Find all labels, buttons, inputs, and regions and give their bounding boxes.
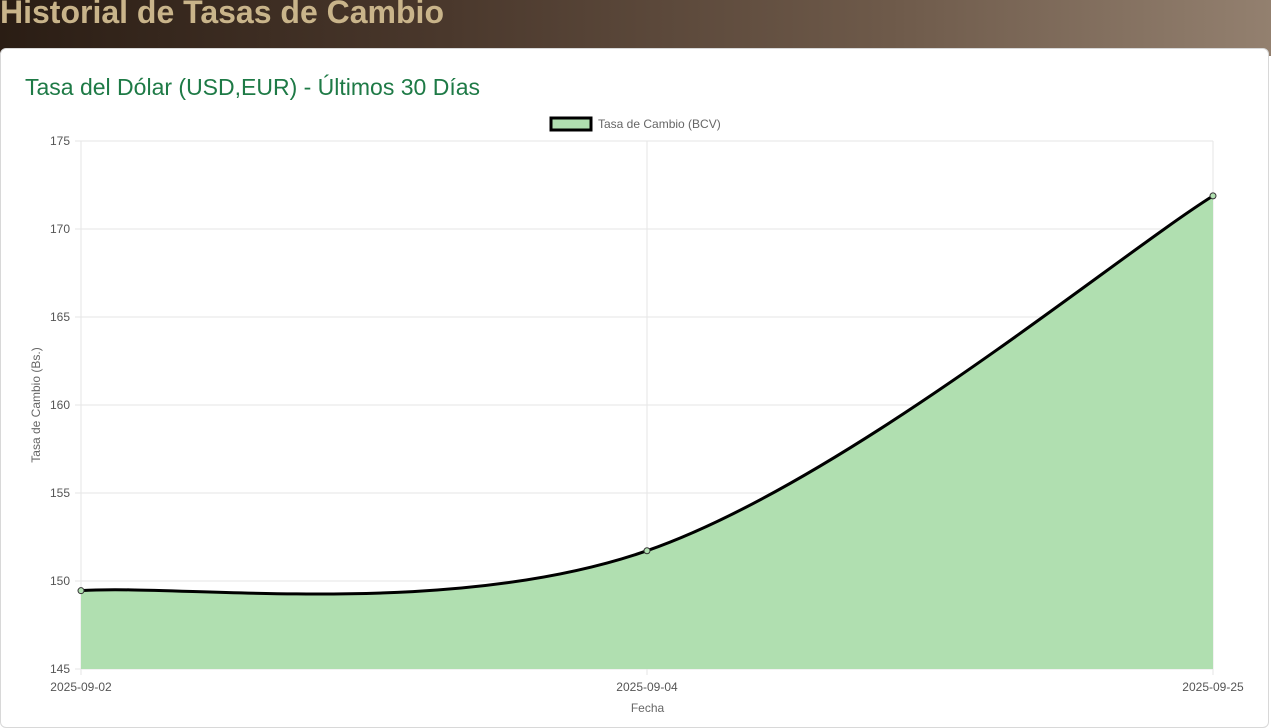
- page-header: Historial de Tasas de Cambio: [0, 0, 1271, 56]
- x-tick-label: 2025-09-02: [50, 680, 112, 694]
- y-tick-label: 160: [50, 398, 70, 412]
- y-tick-label: 150: [50, 574, 70, 588]
- x-tick-label: 2025-09-25: [1182, 680, 1244, 694]
- data-point[interactable]: [643, 547, 651, 555]
- chart-area-layer: [77, 192, 1217, 670]
- chart-ticks: 145 150 155 160 165 170 175 2025-09-02 2025-09-0…: [50, 134, 1244, 694]
- y-axis-title: Tasa de Cambio (Bs.): [29, 347, 43, 462]
- chart-legend[interactable]: Tasa de Cambio (BCV): [549, 116, 721, 132]
- series-area-fill: [81, 195, 1213, 670]
- y-tick-label: 145: [50, 662, 70, 676]
- data-point[interactable]: [1209, 192, 1217, 200]
- data-point[interactable]: [77, 587, 85, 595]
- legend-swatch[interactable]: [549, 116, 593, 132]
- y-tick-label: 175: [50, 134, 70, 148]
- y-tick-label: 155: [50, 486, 70, 500]
- legend-label[interactable]: Tasa de Cambio (BCV): [598, 117, 721, 131]
- y-tick-label: 170: [50, 222, 70, 236]
- page-title: Historial de Tasas de Cambio: [0, 0, 444, 30]
- chart-card-title: Tasa del Dólar (USD,EUR) - Últimos 30 Dí…: [25, 74, 481, 100]
- y-tick-label: 165: [50, 310, 70, 324]
- x-axis-title: Fecha: [631, 701, 665, 715]
- x-tick-label: 2025-09-04: [616, 680, 678, 694]
